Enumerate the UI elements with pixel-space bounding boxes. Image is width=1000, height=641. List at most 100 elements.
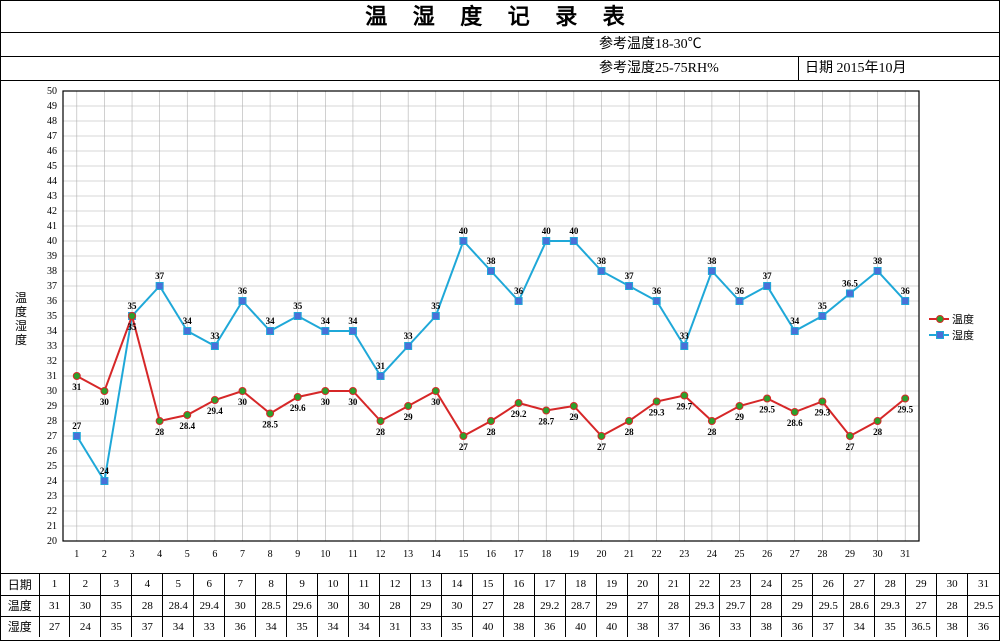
table-cell-temp: 28.5 — [256, 595, 287, 616]
svg-text:35: 35 — [128, 322, 138, 332]
table-cell-temp: 28.6 — [844, 595, 875, 616]
svg-text:12: 12 — [376, 549, 386, 560]
svg-text:29: 29 — [845, 549, 855, 560]
svg-text:6: 6 — [212, 549, 217, 560]
svg-text:36: 36 — [238, 286, 248, 296]
table-row-temp: 温度 3130352828.429.43028.529.630302829302… — [1, 595, 999, 616]
svg-text:37: 37 — [47, 281, 57, 292]
table-cell-temp: 27 — [627, 595, 658, 616]
table-cell-temp: 28 — [937, 595, 968, 616]
svg-text:16: 16 — [486, 549, 496, 560]
svg-text:30: 30 — [47, 386, 57, 397]
table-cell-temp: 35 — [101, 595, 132, 616]
svg-text:36: 36 — [47, 296, 57, 307]
table-cell-date: 23 — [720, 574, 751, 595]
svg-text:31: 31 — [72, 382, 82, 392]
svg-text:14: 14 — [431, 549, 441, 560]
svg-text:36: 36 — [652, 286, 662, 296]
table-cell-humidity: 36 — [689, 616, 720, 637]
table-cell-humidity: 33 — [194, 616, 225, 637]
table-cell-temp: 30 — [70, 595, 101, 616]
table-cell-temp: 29.5 — [813, 595, 844, 616]
svg-text:29.4: 29.4 — [207, 406, 223, 416]
svg-text:40: 40 — [459, 226, 469, 236]
table-cell-humidity: 34 — [844, 616, 875, 637]
svg-text:22: 22 — [47, 506, 57, 517]
svg-text:19: 19 — [569, 549, 579, 560]
table-cell-date: 12 — [379, 574, 410, 595]
table-cell-temp: 30 — [349, 595, 380, 616]
svg-text:38: 38 — [597, 256, 607, 266]
svg-text:10: 10 — [320, 549, 330, 560]
reference-row-1: 参考温度18-30℃ — [1, 33, 999, 57]
svg-text:2: 2 — [102, 549, 107, 560]
svg-text:24: 24 — [47, 476, 57, 487]
svg-text:28.7: 28.7 — [538, 417, 554, 427]
svg-text:1: 1 — [74, 549, 79, 560]
table-cell-date: 27 — [844, 574, 875, 595]
table-cell-humidity: 38 — [751, 616, 782, 637]
table-cell-temp: 27 — [472, 595, 503, 616]
table-cell-temp: 28 — [503, 595, 534, 616]
table-row-dates: 日期 1234567891011121314151617181920212223… — [1, 574, 999, 595]
table-cell-temp: 31 — [39, 595, 70, 616]
table-cell-humidity: 40 — [565, 616, 596, 637]
svg-text:28.6: 28.6 — [787, 418, 803, 428]
svg-text:39: 39 — [47, 251, 57, 262]
svg-text:28.5: 28.5 — [262, 420, 278, 430]
svg-text:38: 38 — [707, 256, 717, 266]
table-cell-temp: 29.3 — [875, 595, 906, 616]
table-cell-date: 2 — [70, 574, 101, 595]
svg-text:44: 44 — [47, 176, 57, 187]
svg-text:29.7: 29.7 — [676, 402, 692, 412]
svg-text:20: 20 — [596, 549, 606, 560]
table-cell-date: 28 — [875, 574, 906, 595]
legend-temp-line — [929, 318, 949, 320]
svg-text:34: 34 — [183, 316, 193, 326]
svg-text:31: 31 — [376, 361, 386, 371]
table-cell-date: 3 — [101, 574, 132, 595]
svg-text:28: 28 — [155, 427, 165, 437]
svg-text:29.6: 29.6 — [290, 403, 306, 413]
svg-text:15: 15 — [458, 549, 468, 560]
svg-text:29.5: 29.5 — [759, 405, 775, 415]
table-cell-humidity: 35 — [287, 616, 318, 637]
svg-text:26: 26 — [762, 549, 772, 560]
svg-text:22: 22 — [652, 549, 662, 560]
table-cell-humidity: 38 — [503, 616, 534, 637]
table-cell-humidity: 36 — [968, 616, 999, 637]
table-cell-date: 29 — [906, 574, 937, 595]
table-cell-date: 5 — [163, 574, 194, 595]
table-cell-date: 16 — [503, 574, 534, 595]
table-cell-temp: 29.5 — [968, 595, 999, 616]
table-cell-date: 13 — [410, 574, 441, 595]
table-row-humidity: 湿度 2724353734333634353434313335403836404… — [1, 616, 999, 637]
svg-text:49: 49 — [47, 101, 57, 112]
table-cell-date: 4 — [132, 574, 163, 595]
svg-text:29.3: 29.3 — [814, 408, 830, 418]
legend-humidity: 湿度 — [929, 327, 985, 343]
table-cell-date: 15 — [472, 574, 503, 595]
table-cell-humidity: 40 — [472, 616, 503, 637]
svg-text:29: 29 — [47, 401, 57, 412]
svg-text:35: 35 — [431, 301, 441, 311]
svg-text:29.2: 29.2 — [511, 409, 527, 419]
svg-text:3: 3 — [130, 549, 135, 560]
svg-text:37: 37 — [625, 271, 635, 281]
svg-text:29: 29 — [569, 412, 579, 422]
table-cell-humidity: 33 — [410, 616, 441, 637]
table-cell-temp: 28 — [379, 595, 410, 616]
svg-text:20: 20 — [47, 536, 57, 547]
date-label: 日期 2015年10月 — [799, 57, 999, 80]
table-cell-temp: 30 — [225, 595, 256, 616]
table-cell-date: 10 — [318, 574, 349, 595]
svg-text:28: 28 — [707, 427, 717, 437]
svg-text:35: 35 — [128, 301, 138, 311]
svg-text:33: 33 — [210, 331, 220, 341]
reference-row-2: 参考湿度25-75RH% 日期 2015年10月 — [1, 57, 999, 81]
table-cell-temp: 29 — [782, 595, 813, 616]
svg-text:35: 35 — [818, 301, 828, 311]
table-cell-humidity: 37 — [132, 616, 163, 637]
table-cell-humidity: 36 — [225, 616, 256, 637]
square-icon — [936, 331, 944, 339]
